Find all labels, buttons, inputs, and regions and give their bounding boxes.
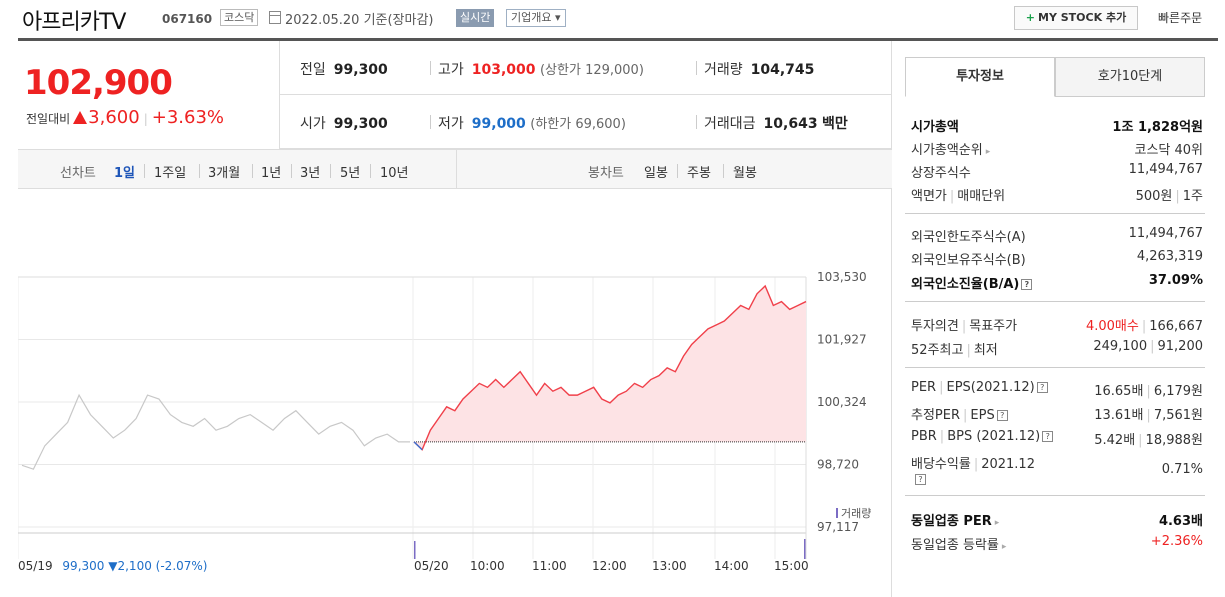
tab-monthly-candle[interactable]: 월봉 xyxy=(733,166,757,181)
volume-cell: 거래량 104,745 xyxy=(704,62,815,78)
tab-orderbook-10[interactable]: 호가10단계 xyxy=(1055,57,1205,97)
prev-day-close: 99,300 xyxy=(62,559,105,573)
base-date: 2022.05.20 기준(장마감) xyxy=(285,13,434,28)
quote-row: 시가 99,300 저가 99,000 (하한가 69,600) 거래대금 10,64… xyxy=(280,95,892,149)
stock-code: 067160 xyxy=(162,12,213,26)
help-icon[interactable]: ? xyxy=(1042,431,1054,442)
info-row-listed-shares: 상장주식수 11,494,767 xyxy=(911,162,1203,181)
current-price: 102,900 xyxy=(24,63,173,103)
y-tick-label: 98,720 xyxy=(817,458,859,472)
market-badge: 코스닥 xyxy=(220,9,259,26)
calendar-icon xyxy=(269,11,281,24)
stock-header: 아프리카TV 067160 코스닥 2022.05.20 기준(장마감) 실시간… xyxy=(0,0,1225,40)
info-row-dividend: 배당수익률 | 2021.12? 0.71% xyxy=(911,457,1203,485)
info-row-est-per: 추정PER | EPS? 13.61배 | 7,561원 xyxy=(911,408,1203,423)
help-icon[interactable]: ? xyxy=(1036,382,1048,393)
corp-overview-dropdown[interactable]: 기업개요 ▾ xyxy=(506,9,566,27)
line-chart-label: 선차트 xyxy=(60,166,96,181)
tab-10year[interactable]: 10년 xyxy=(380,166,409,181)
info-row-foreign-holding: 외국인보유주식수(B) 4,263,319 xyxy=(911,249,1203,268)
info-row-sector-change[interactable]: 동일업종 등락률 ▸ +2.36% xyxy=(911,534,1203,553)
tab-1day[interactable]: 1일 xyxy=(114,166,136,181)
chart-tabs: 선차트 1일 1주일 3개월 1년 3년 5년 10년 봉차트 일봉 주봉 월봉 xyxy=(18,149,892,189)
info-row-par-value: 액면가 | 매매단위 500원 | 1주 xyxy=(911,189,1203,204)
help-icon[interactable]: ? xyxy=(1021,279,1033,290)
prev-day-line xyxy=(21,393,410,470)
chevron-right-icon: ▸ xyxy=(985,147,991,157)
prev-close-cell: 전일 99,300 xyxy=(300,62,388,78)
x-tick-label: 15:00 xyxy=(774,559,809,573)
high-cell: 고가 103,000 (상한가 129,000) xyxy=(438,62,644,78)
info-tabs: 투자정보 호가10단계 xyxy=(905,57,1205,97)
info-row-sector-per[interactable]: 동일업종 PER ▸ 4.63배 xyxy=(911,514,1203,529)
info-row-foreign-ratio: 외국인소진율(B/A)? 37.09% xyxy=(911,273,1203,292)
price-change: 전일대비 3,600 | +3.63% xyxy=(26,107,225,128)
volume-bar xyxy=(804,539,806,559)
add-mystock-button[interactable]: + MY STOCK 추가 xyxy=(1014,6,1138,30)
y-tick-label: 97,117 xyxy=(817,520,859,534)
quote-grid: 전일 99,300 고가 103,000 (상한가 129,000) 거래량 104,… xyxy=(280,41,892,149)
change-percent: +3.63% xyxy=(151,107,225,128)
realtime-button[interactable]: 실시간 xyxy=(456,9,495,27)
plus-icon: + xyxy=(1025,11,1036,24)
prev-day-change: 2,100 xyxy=(117,559,152,573)
info-row-opinion: 투자의견 | 목표주가 4.00매수 | 166,667 xyxy=(911,319,1203,334)
today-area xyxy=(414,285,806,450)
change-amount: 3,600 xyxy=(88,107,140,128)
y-tick-label: 103,530 xyxy=(817,270,867,284)
x-tick-label: 13:00 xyxy=(652,559,687,573)
y-tick-label: 100,324 xyxy=(817,395,867,409)
tab-5year[interactable]: 5년 xyxy=(340,166,361,181)
tab-3month[interactable]: 3개월 xyxy=(208,166,241,181)
info-row-foreign-limit: 외국인한도주식수(A) 11,494,767 xyxy=(911,226,1203,245)
today-line xyxy=(413,284,807,451)
low-cell: 저가 99,000 (하한가 69,600) xyxy=(438,116,626,132)
tab-1year[interactable]: 1년 xyxy=(261,166,282,181)
open-cell: 시가 99,300 xyxy=(300,116,388,132)
tab-1week[interactable]: 1주일 xyxy=(154,166,187,181)
help-icon[interactable]: ? xyxy=(996,410,1008,421)
x-tick-label: 05/20 xyxy=(414,559,449,573)
chevron-right-icon: ▸ xyxy=(1001,542,1007,552)
x-tick-label: 12:00 xyxy=(592,559,627,573)
info-row-market-cap: 시가총액 1조 1,828억원 xyxy=(911,120,1203,135)
volume-legend: 거래량 xyxy=(836,505,871,521)
stock-name: 아프리카TV xyxy=(22,10,126,35)
up-triangle-icon xyxy=(73,111,88,124)
quick-order-link[interactable]: 빠른주문 xyxy=(1158,11,1203,25)
tab-investment-info[interactable]: 투자정보 xyxy=(905,57,1055,97)
candle-chart-label: 봉차트 xyxy=(588,166,624,181)
info-row-per: PER | EPS(2021.12)? 16.65배 | 6,179원 xyxy=(911,380,1203,399)
amount-cell: 거래대금 10,643 백만 xyxy=(704,116,848,132)
y-tick-label: 101,927 xyxy=(817,333,867,347)
chevron-down-icon: ▾ xyxy=(554,11,561,24)
prev-day-summary: 05/19 99,300 ▼2,100 (-2.07%) xyxy=(18,559,208,573)
corp-overview-label: 기업개요 xyxy=(511,11,552,24)
down-triangle-icon: ▼ xyxy=(108,559,118,573)
info-row-pbr: PBR | BPS (2021.12)? 5.42배 | 18,988원 xyxy=(911,429,1203,448)
quote-row: 전일 99,300 고가 103,000 (상한가 129,000) 거래량 104,… xyxy=(280,41,892,95)
chevron-right-icon: ▸ xyxy=(994,518,1000,528)
tab-daily-candle[interactable]: 일봉 xyxy=(644,166,668,181)
prev-day-date: 05/19 xyxy=(18,559,53,573)
x-tick-label: 10:00 xyxy=(470,559,505,573)
prev-day-percent: (-2.07%) xyxy=(155,559,208,573)
help-icon[interactable]: ? xyxy=(915,474,926,485)
investment-info-panel: 투자정보 호가10단계 시가총액 1조 1,828억원 시가총액순위 ▸ 코스닥 40… xyxy=(905,57,1205,597)
x-tick-label: 11:00 xyxy=(532,559,567,573)
current-price-box: 102,900 전일대비 3,600 | +3.63% xyxy=(18,41,280,149)
price-panel: 102,900 전일대비 3,600 | +3.63% 전일 99,300 고가 103,… xyxy=(18,41,892,597)
tab-3year[interactable]: 3년 xyxy=(300,166,321,181)
tab-weekly-candle[interactable]: 주봉 xyxy=(687,166,711,181)
info-row-52week: 52주최고 | 최저 249,100 | 91,200 xyxy=(911,339,1203,358)
intraday-chart: 103,530 101,927 100,324 98,720 97,117 xyxy=(18,270,867,559)
change-label: 전일대비 xyxy=(26,112,71,126)
info-row-market-cap-rank[interactable]: 시가총액순위 ▸ 코스닥 40위 xyxy=(911,143,1203,158)
x-tick-label: 14:00 xyxy=(714,559,749,573)
header-divider xyxy=(18,38,1218,41)
volume-bar xyxy=(414,541,416,559)
add-mystock-label: MY STOCK 추가 xyxy=(1038,11,1127,24)
today-dip-segment xyxy=(413,441,423,451)
